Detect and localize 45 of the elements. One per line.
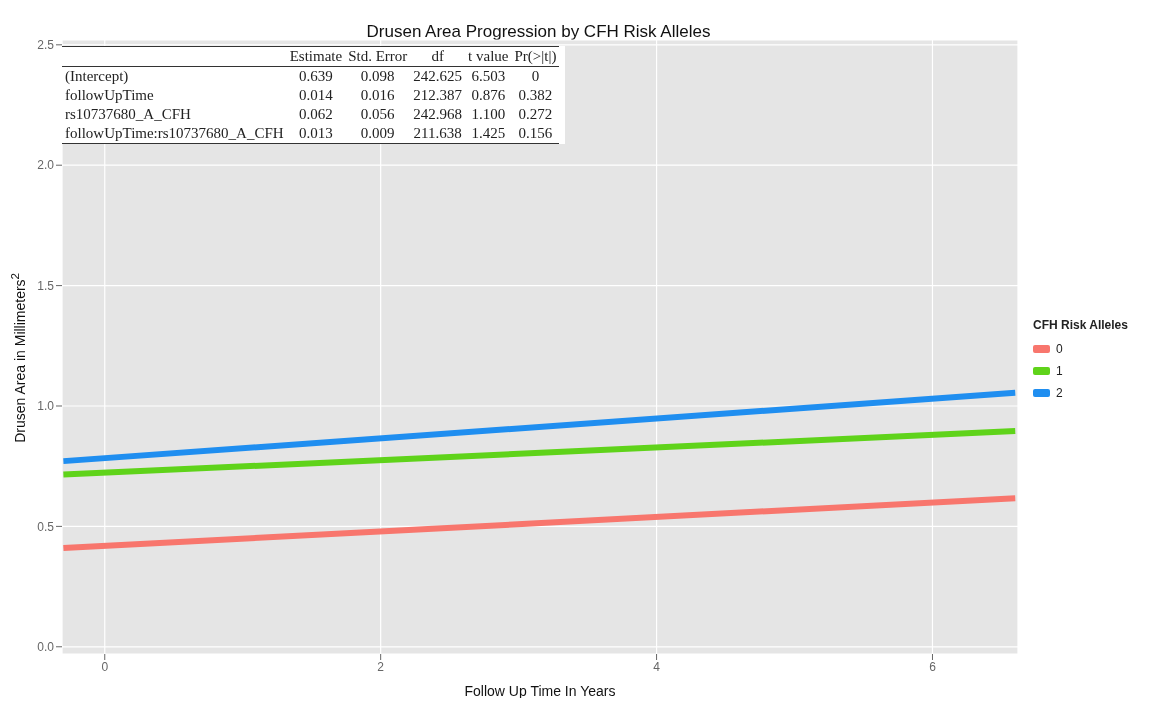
annotation: df: [430, 47, 445, 66]
annotation: 0.062: [298, 105, 334, 124]
annotation: rs10737680_A_CFH: [64, 105, 192, 124]
annotation: 0.014: [298, 86, 334, 105]
y-tick-label: 1.0: [37, 399, 55, 414]
annotation: 0: [530, 67, 541, 86]
x-tick-label: 2: [377, 659, 385, 674]
annotation: 0.009: [359, 124, 396, 143]
y-tick-label: 1.5: [37, 278, 55, 293]
annotation: 242.625: [412, 67, 464, 86]
y-tick-label: 2.5: [37, 38, 55, 53]
annotation: 0.013: [298, 124, 334, 143]
x-tick-label: 6: [929, 659, 937, 674]
annotation: 0.639: [298, 67, 334, 86]
annotation: 211.638: [412, 124, 463, 143]
annotation: 1.100: [470, 105, 507, 124]
annotation: (Intercept): [64, 67, 130, 86]
annotation: Pr(>|t|): [513, 47, 558, 66]
annotation: 0.272: [517, 105, 554, 124]
x-tick-label: 4: [653, 659, 661, 674]
annotation: 0.056: [359, 105, 396, 124]
annotation: 0.382: [517, 86, 554, 105]
x-axis-title: Follow Up Time In Years: [464, 683, 616, 699]
annotation: t value: [467, 47, 510, 66]
annotation: 0.876: [470, 86, 507, 105]
annotation: followUpTime:rs10737680_A_CFH: [64, 124, 285, 143]
annotation: 6.503: [470, 67, 507, 86]
annotation: followUpTime: [64, 86, 155, 105]
legend-label: 1: [1056, 364, 1063, 378]
annotation: 212.387: [412, 86, 464, 105]
annotation: 0.098: [359, 67, 396, 86]
annotation: 0.016: [359, 86, 396, 105]
annotation: 1.425: [470, 124, 507, 143]
y-tick-label: 0.0: [37, 640, 55, 655]
legend-title: CFH Risk Alleles: [1033, 318, 1128, 332]
legend-label: 2: [1056, 386, 1063, 400]
chart-title: Drusen Area Progression by CFH Risk Alleles: [365, 22, 712, 42]
y-tick-label: 2.0: [37, 158, 55, 173]
y-tick-label: 0.5: [37, 519, 55, 534]
x-tick-label: 0: [101, 659, 109, 674]
annotation: Std. Error: [347, 47, 409, 66]
legend-label: 0: [1056, 342, 1063, 356]
annotation: Estimate: [288, 47, 344, 66]
annotation: 0.156: [517, 124, 554, 143]
annotation: 242.968: [412, 105, 464, 124]
